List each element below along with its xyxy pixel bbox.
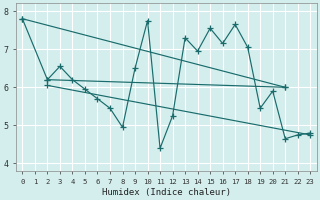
X-axis label: Humidex (Indice chaleur): Humidex (Indice chaleur) <box>102 188 231 197</box>
